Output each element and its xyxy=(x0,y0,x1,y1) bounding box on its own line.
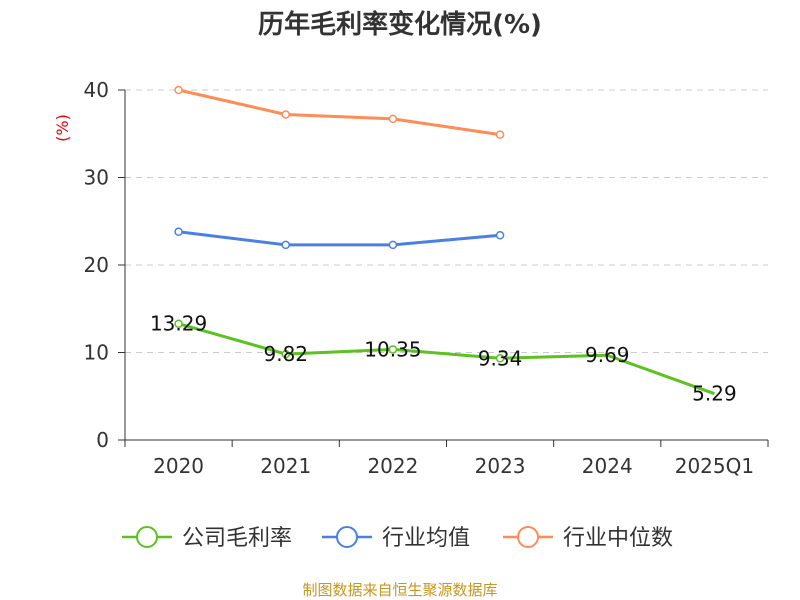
legend-item[interactable]: 行业均值 xyxy=(322,526,470,551)
data-label: 13.29 xyxy=(150,312,207,336)
series-line xyxy=(178,230,501,247)
data-point xyxy=(495,130,505,139)
data-point xyxy=(281,349,290,359)
y-tick-label: 0 xyxy=(96,428,109,452)
x-tick-label: 2021 xyxy=(260,454,311,478)
source-note: 制图数据来自恒生聚源数据库 xyxy=(302,581,497,599)
data-label: 9.82 xyxy=(263,342,308,366)
series-line xyxy=(178,88,501,137)
y-tick-label: 40 xyxy=(84,78,109,102)
legend-item[interactable]: 行业中位数 xyxy=(503,526,673,551)
data-label: 10.35 xyxy=(364,337,421,361)
x-tick-label: 2023 xyxy=(475,454,526,478)
legend-item[interactable]: 公司毛利率 xyxy=(122,526,292,551)
legend-marker-icon xyxy=(517,526,539,548)
legend-marker-icon xyxy=(136,526,158,548)
y-tick-label: 30 xyxy=(84,166,109,190)
data-label: 9.34 xyxy=(478,346,523,370)
y-tick-label: 10 xyxy=(84,341,109,365)
legend-label: 行业均值 xyxy=(382,526,470,551)
data-label: 5.29 xyxy=(692,382,737,406)
legend-marker-icon xyxy=(336,526,358,548)
data-point xyxy=(388,114,398,124)
x-tick-label: 2020 xyxy=(153,454,204,478)
data-label: 9.69 xyxy=(585,343,630,367)
legend-label: 公司毛利率 xyxy=(182,526,292,551)
data-point xyxy=(388,345,398,354)
data-point xyxy=(495,231,505,240)
series-line xyxy=(178,322,715,396)
data-point xyxy=(495,354,505,363)
x-tick-label: 2025Q1 xyxy=(675,454,754,478)
y-tick-label: 20 xyxy=(84,253,109,277)
data-point xyxy=(388,240,398,250)
data-point xyxy=(174,227,183,236)
legend-label: 行业中位数 xyxy=(563,526,673,551)
x-tick-label: 2024 xyxy=(582,454,633,478)
data-point xyxy=(174,85,183,95)
data-point xyxy=(281,240,290,250)
chart-title: 历年毛利率变化情况(%) xyxy=(258,9,542,40)
x-tick-label: 2022 xyxy=(367,454,418,478)
y-axis-label: (%) xyxy=(53,114,72,142)
data-point xyxy=(281,110,290,119)
data-point xyxy=(174,319,183,328)
